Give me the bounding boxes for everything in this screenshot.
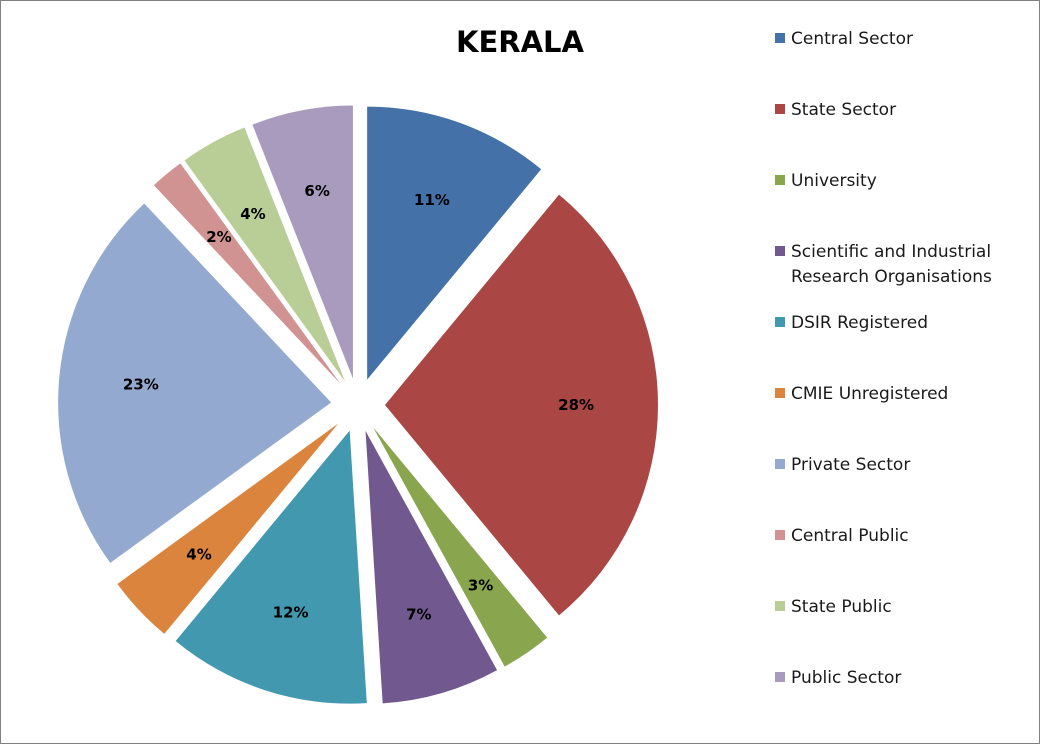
legend-swatch [775, 104, 785, 114]
pie-slices [58, 105, 659, 704]
pie-slice-cmie-unregistered [117, 423, 339, 634]
data-label-state-sector: 28% [558, 396, 594, 414]
legend: Central Sector State Sector University Scie… [775, 29, 992, 688]
legend-label: Scientific and Industrial Research Organi… [791, 242, 992, 287]
legend-label: Central Sector [791, 29, 913, 49]
data-label-central-public: 2% [206, 228, 231, 246]
legend-item-scientific-and-industrial-research-organisations: Scientific and Industrial Research Organi… [775, 242, 992, 287]
pie-slice-central-sector [367, 106, 542, 380]
pie-slice-central-public [153, 163, 341, 385]
pie-slice-state-public [184, 127, 345, 382]
legend-swatch [775, 601, 785, 611]
data-label-central-sector: 11% [414, 191, 450, 209]
chart-title: KERALA [456, 25, 585, 59]
legend-swatch [775, 459, 785, 469]
pie-slice-dsir-registered [175, 430, 367, 704]
legend-item-cmie-unregistered: CMIE Unregistered [775, 384, 948, 404]
legend-item-university: University [775, 171, 877, 191]
data-label-public-sector: 6% [304, 182, 329, 200]
pie-slice-public-sector [252, 105, 353, 379]
data-label-university: 3% [468, 576, 493, 594]
legend-swatch [775, 388, 785, 398]
legend-label: University [791, 171, 877, 191]
legend-item-dsir-registered: DSIR Registered [775, 313, 928, 333]
legend-swatch [775, 246, 785, 256]
legend-label: State Public [791, 597, 892, 617]
legend-label: Public Sector [791, 668, 901, 688]
pie-slice-university [373, 427, 548, 667]
legend-item-state-public: State Public [775, 597, 892, 617]
pie-slice-private-sector [58, 203, 332, 563]
legend-item-central-sector: Central Sector [775, 29, 913, 49]
data-label-state-public: 4% [240, 205, 265, 223]
legend-swatch [775, 33, 785, 43]
legend-label: DSIR Registered [791, 313, 928, 333]
legend-item-central-public: Central Public [775, 526, 909, 546]
pie-data-labels: 11% 28% 3% 7% 12% 4% 23% 2% 4% 6% [123, 182, 594, 624]
legend-label: CMIE Unregistered [791, 384, 948, 404]
data-label-scientific-and-industrial-research-organisations: 7% [406, 605, 431, 623]
legend-item-private-sector: Private Sector [775, 455, 910, 475]
legend-label: Private Sector [791, 455, 910, 475]
legend-item-state-sector: State Sector [775, 100, 896, 120]
data-label-cmie-unregistered: 4% [186, 545, 211, 563]
data-label-dsir-registered: 12% [273, 603, 309, 621]
data-label-private-sector: 23% [123, 375, 159, 393]
legend-swatch [775, 672, 785, 682]
legend-item-public-sector: Public Sector [775, 668, 901, 688]
legend-swatch [775, 530, 785, 540]
pie-slice-scientific-and-industrial-research-organisations [365, 430, 498, 704]
legend-label: State Sector [791, 100, 896, 120]
legend-swatch [775, 317, 785, 327]
legend-swatch [775, 175, 785, 185]
legend-label: Central Public [791, 526, 909, 546]
pie-slice-state-sector [385, 194, 659, 616]
